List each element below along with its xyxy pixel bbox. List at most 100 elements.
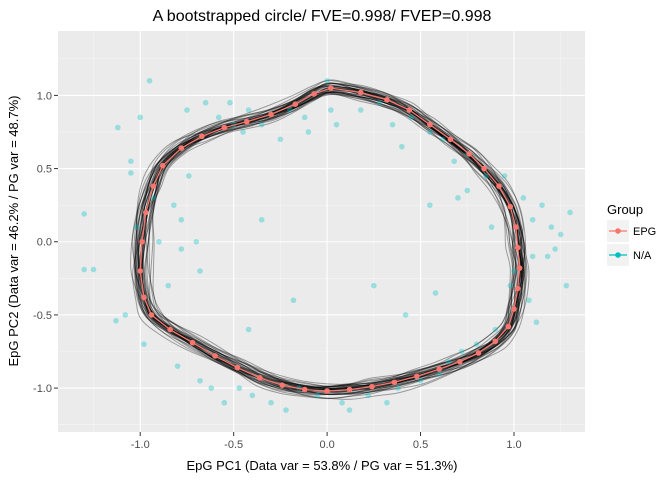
epg-node [505,323,512,330]
data-point [563,282,570,289]
data-point [365,392,372,399]
data-point [305,129,312,135]
data-point [122,312,129,318]
data-point [455,195,461,201]
epg-node [221,124,228,131]
bootstrap-curve [141,79,520,393]
y-tick-label: 0.0 [37,237,52,249]
x-tick-label: -1.0 [131,439,150,451]
data-point [357,107,364,113]
y-axis-ticks: -1.0 -0.5 0.0 0.5 1.0 [33,90,58,395]
data-point [115,124,121,131]
y-tick-label: 0.5 [37,164,52,176]
epg-node [279,382,286,388]
data-point [301,114,308,121]
minor-gridlines [58,31,585,432]
epg-node [492,338,499,345]
data-point [408,114,415,121]
data-point [328,107,334,113]
x-tick-label: 0.0 [319,439,334,451]
bootstrap-curve [138,88,516,395]
data-point [236,385,243,391]
data-point [333,121,340,128]
epg-node [427,121,433,128]
epg-node [466,151,472,157]
data-point [290,297,297,304]
epg-node [150,183,157,189]
data-point [197,377,203,384]
data-point [245,107,252,113]
epg-node [328,85,334,91]
data-point [346,407,353,413]
bootstrap-curve [149,80,517,396]
data-point [268,399,274,406]
bootstrap-curve [143,82,517,396]
data-point [245,326,252,333]
epg-node [514,244,521,251]
epg-node [311,91,317,97]
x-tick-label: -0.5 [224,439,243,451]
epg-series [137,85,523,394]
data-point [128,170,134,176]
data-point [399,143,405,150]
data-point [451,158,457,165]
data-point [507,282,514,289]
epg-node [167,326,173,333]
data-point [277,136,284,143]
legend-title: Group [607,202,643,217]
epg-node [456,358,463,365]
data-point [395,385,401,391]
data-point [193,238,200,245]
epg-node [189,339,196,346]
plot-panel [58,31,585,432]
data-point [174,363,181,369]
data-point [539,202,545,208]
epg-node [514,285,521,292]
bootstrap-curve [130,94,524,387]
data-point [389,121,396,128]
data-point [533,319,540,326]
bootstrap-curve [141,91,523,395]
data-point [436,370,443,377]
data-point [128,158,134,165]
legend-entry-label: EPG [633,226,656,238]
epg-node [243,118,250,125]
data-point [464,187,471,194]
bootstrap-curve [139,83,513,396]
data-point [258,216,265,223]
data-point [258,121,265,128]
data-point [567,209,573,216]
epg-node [178,145,185,151]
legend-key-point [615,252,621,258]
data-point [227,99,233,106]
epg-node [406,107,413,113]
data-point [197,268,203,274]
epg-node [384,96,390,103]
data-point [137,114,144,121]
bootstrap-curve [136,84,523,389]
bootstrap-curve [135,87,526,388]
epg-node [447,136,454,143]
bootstrap-curve [134,92,527,387]
data-point [445,358,452,365]
bootstrap-curve [148,82,515,400]
data-point [202,99,209,106]
epg-node [346,386,353,393]
epg-node [475,350,482,356]
data-point [427,202,433,208]
bootstrap-curve [132,87,523,388]
epg-node [137,268,144,274]
epg-node [257,375,263,381]
y-tick-label: 1.0 [37,90,52,102]
bootstrap-curve [140,86,524,391]
legend-entry-label: N/A [633,250,652,262]
data-point [314,392,321,399]
epg-node [139,238,145,245]
data-point [432,290,439,296]
epg-node [199,133,205,140]
data-point [529,253,536,260]
data-point [492,326,499,333]
bootstrap-curve [134,89,525,390]
data-point [324,77,330,84]
